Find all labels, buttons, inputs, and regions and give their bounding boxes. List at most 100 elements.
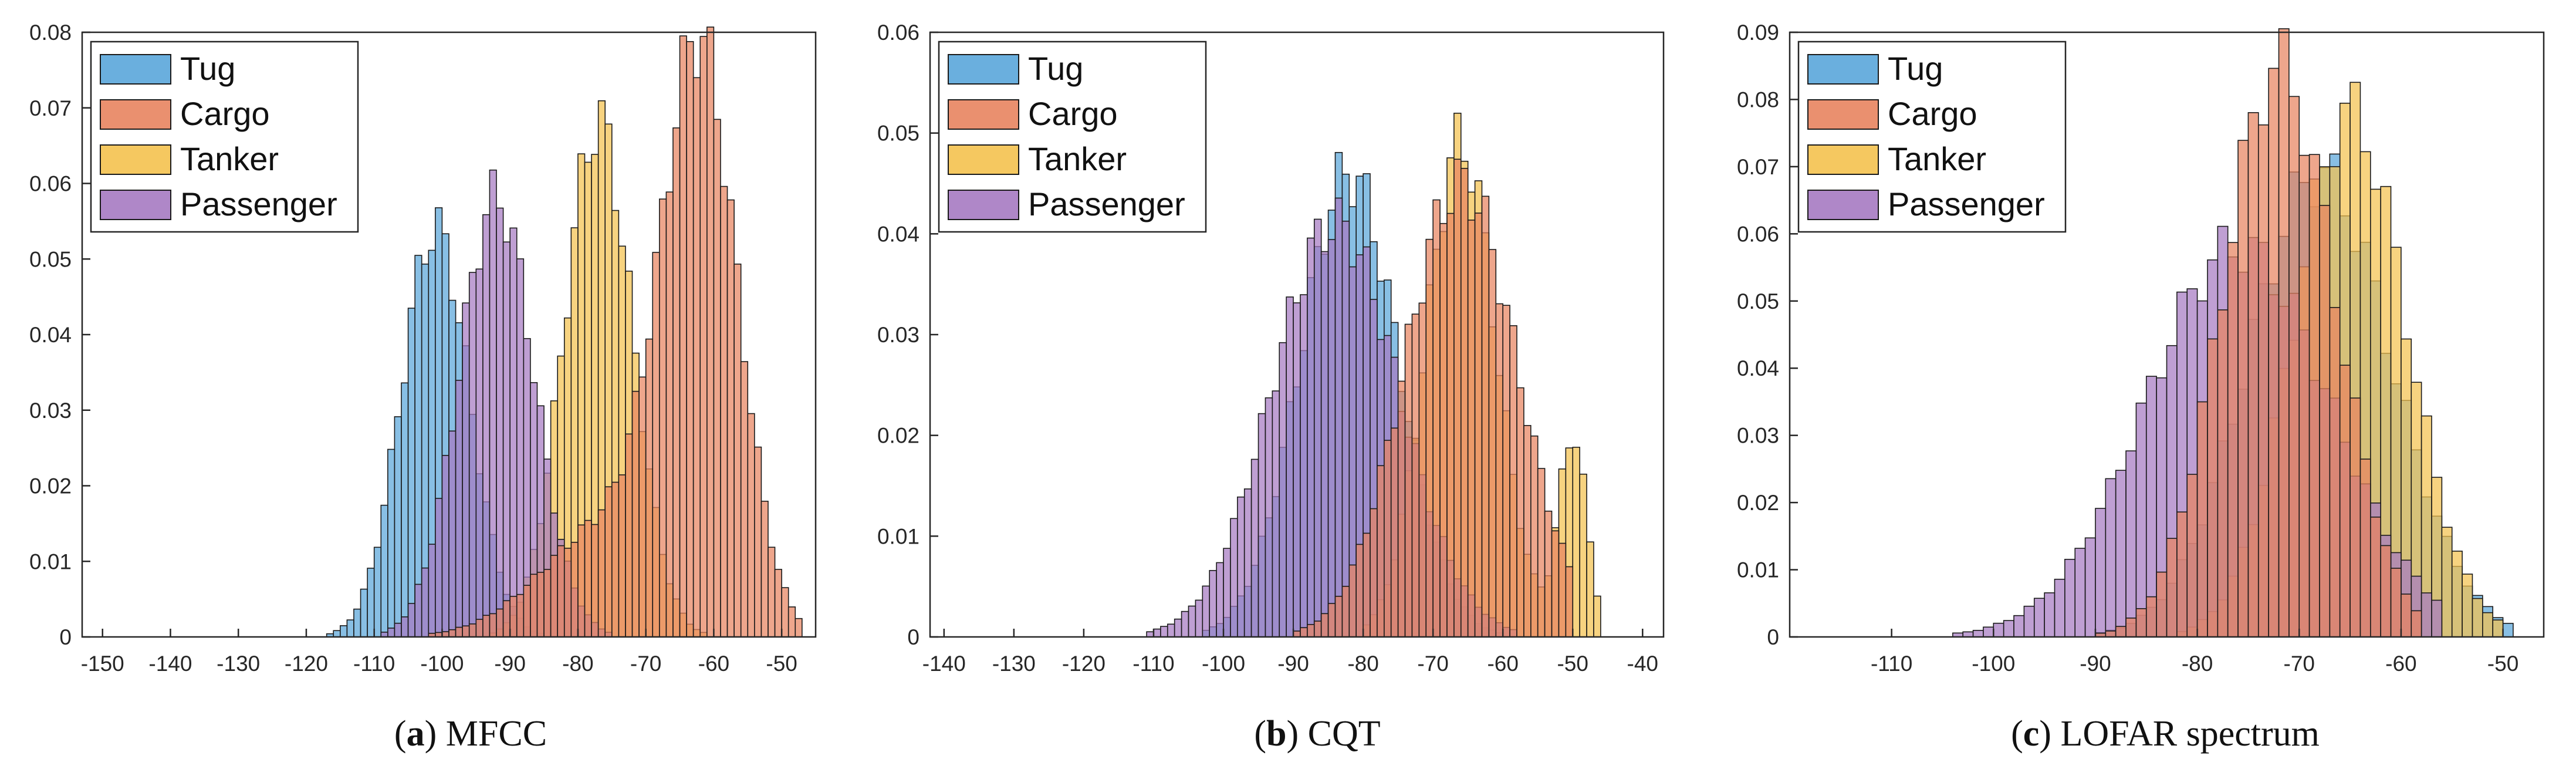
histogram-bar [387,448,395,638]
histogram-bar [468,623,477,638]
histogram-bar [1530,435,1539,638]
histogram-bar [1160,626,1168,638]
histogram-bar [1209,570,1217,638]
histogram-bar [1502,305,1510,638]
histogram-bar [448,430,457,638]
histogram-bar [754,446,762,638]
histogram-bar [1418,302,1427,638]
axes-box [1789,31,2545,638]
histogram-bar [2176,511,2188,638]
histogram-bar [333,630,341,638]
histogram-bar [428,544,436,638]
histogram-bar [1363,532,1371,638]
histogram-bar [2472,598,2483,638]
legend-label: Tug [1888,50,1943,87]
caption-cqt: (b) CQT [1254,714,1380,754]
y-tick-label: 0.05 [877,122,919,146]
histogram-bar [2421,592,2432,638]
x-tick-label: -130 [992,652,1036,676]
x-tick-label: -110 [1871,652,1912,676]
histogram-bar [1972,630,1984,638]
histogram-bar [1565,566,1574,638]
y-tick-label: 0.09 [1737,21,1779,45]
histogram-bar [1439,222,1448,638]
legend-label: Passenger [1028,185,1185,222]
histogram-bar [686,41,694,638]
histogram-bar [2492,619,2504,638]
histogram-bar [1572,447,1580,638]
x-axis: -140 -130 -120 -110 -100 -90 -80 -70 -60 -50 -40 [922,629,1658,676]
y-tick-label: 0.05 [1737,289,1779,313]
histogram-bar [1390,427,1399,638]
legend-label: Tanker [1888,140,1986,177]
histogram-bar [462,302,470,638]
histogram-bar [1579,473,1587,638]
histogram-bar [2411,610,2422,638]
histogram-bar [1474,213,1483,638]
histogram-bar [1272,390,1280,638]
histogram-bar [2003,620,2014,638]
x-tick-label: -140 [922,652,966,676]
histogram-bar [489,613,497,638]
histogram-bar [1384,440,1392,638]
histogram-bar [1460,168,1469,638]
histogram-bar [502,241,511,638]
histogram-bar [448,629,457,638]
histogram-bar [591,524,599,638]
caption-label: MFCC [437,714,547,754]
legend: Tug Cargo Tanker Passenger [938,41,1207,233]
legend-swatch [100,99,171,130]
histogram-bar [1404,323,1413,638]
histogram-bar [2482,612,2493,638]
histogram-bar [1300,627,1308,638]
histogram-bar [550,555,558,638]
legend: Tug Cargo Tanker Passenger [1797,41,2067,233]
histogram-bar [1377,465,1385,638]
histogram-bar [781,587,789,638]
histogram-bar [611,481,620,638]
histogram-bar [2339,365,2351,638]
legend-swatch [1807,54,1879,85]
legend-swatch [100,144,171,175]
histogram-bar [367,568,375,638]
y-tick-label: 0.04 [877,222,919,246]
histogram-bar [733,264,742,638]
histogram-bar [462,625,470,638]
histogram-bar [795,618,803,638]
histogram-bar [1313,620,1322,638]
histogram-bar [530,574,538,638]
histogram-bar [2013,615,2025,638]
histogram-bar [2135,608,2147,638]
histogram-bar [1320,251,1329,638]
caption-letter: b [1266,714,1286,754]
y-tick-label: 0 [1767,625,1779,649]
histogram-bar [1327,239,1336,638]
histogram-bar [340,625,348,638]
x-tick-label: -150 [81,652,124,676]
histogram-bar [2084,537,2096,638]
histogram-bar [380,504,388,638]
y-tick-label: 0.07 [1737,155,1779,179]
legend-label: Passenger [180,185,337,222]
histogram-bar [2217,309,2229,638]
chart-panel-lofar: -110 -100 -90 -80 -70 -60 -50 0 0.01 0.02 0.03 0.04… [1737,21,2545,676]
histogram-bar [2298,154,2310,638]
histogram-bar [774,569,782,638]
histogram-bar [1370,508,1378,638]
caption-mfcc: (a) MFCC [394,714,547,754]
x-tick-label: -110 [353,652,395,676]
histogram-bar [726,199,735,638]
histogram-bar [604,486,613,638]
histogram-bar [1983,626,1994,638]
histogram-bar [1586,541,1594,638]
histogram-bar [1341,586,1350,638]
histogram-bar [2227,242,2239,638]
histogram-bar [2319,205,2331,638]
histogram-bar [2074,548,2086,638]
histogram-bar [475,268,484,638]
y-tick-label: 0.04 [1737,356,1779,380]
histogram-bar [1544,510,1553,638]
histogram-bar [1341,220,1350,638]
x-tick-label: -60 [1487,652,1518,676]
x-tick-label: -120 [1062,652,1106,676]
